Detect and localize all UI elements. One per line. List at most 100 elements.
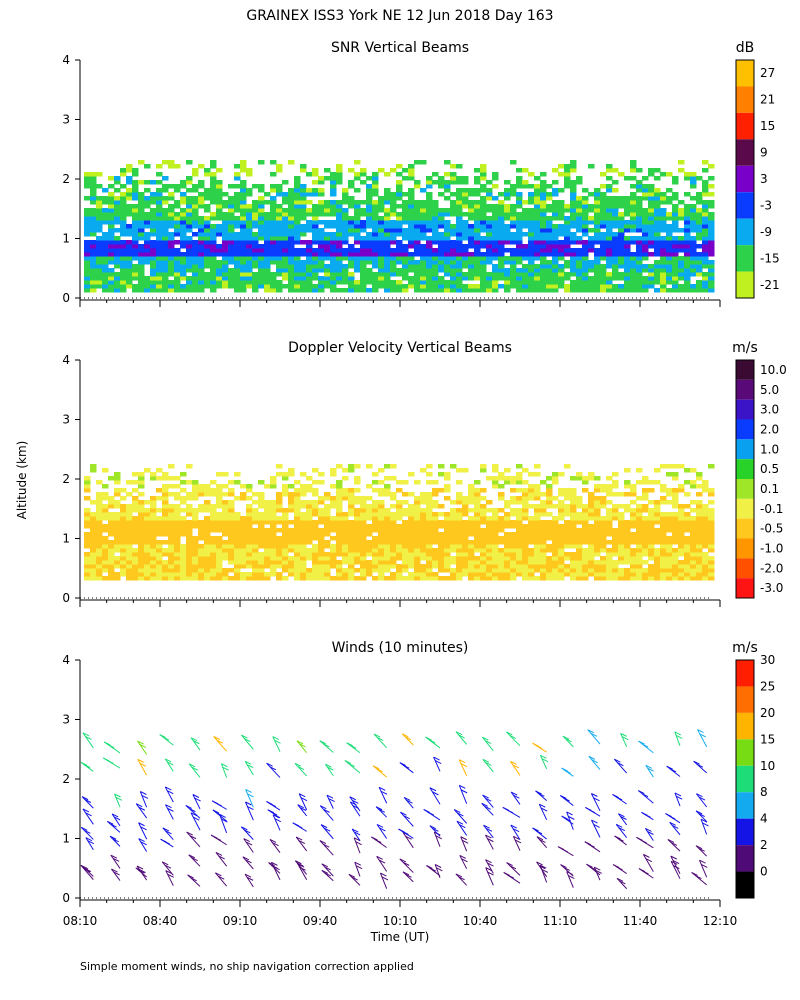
panel-1-cell <box>84 552 91 557</box>
panel-1-cell <box>612 544 619 549</box>
panel-0-cell <box>240 260 247 265</box>
panel-1-cell <box>582 504 589 509</box>
panel-0-cell <box>486 248 493 253</box>
panel-0-cell <box>558 212 565 217</box>
panel-1-cell <box>270 508 277 513</box>
panel-0-cell <box>360 280 367 285</box>
panel-1-cell <box>210 568 217 573</box>
panel-1-cell <box>510 496 517 501</box>
panel-1-cell <box>420 552 427 557</box>
panel-0-cell <box>204 168 211 173</box>
panel-1-cell <box>426 508 433 513</box>
panel-1-cell <box>624 540 631 545</box>
panel-0-cell <box>198 284 205 289</box>
panel-0-cell <box>372 188 379 193</box>
panel-0-cell <box>642 240 649 245</box>
panel-0-cell <box>198 268 205 273</box>
panel-0-cell <box>552 180 559 185</box>
panel-0-cell <box>264 228 271 233</box>
panel-0-cell <box>708 220 715 225</box>
panel-1-cell <box>360 524 367 529</box>
panel-0-cell <box>516 244 523 249</box>
panel-0-cell <box>240 208 247 213</box>
panel-1-cell <box>342 536 349 541</box>
panel-1-cell <box>120 564 127 569</box>
panel-0-cell <box>276 220 283 225</box>
panel-0-cell <box>618 232 625 237</box>
panel-0-cell <box>498 200 505 205</box>
panel-1-cell <box>300 544 307 549</box>
panel-0-cell <box>162 256 169 261</box>
panel-0-cell <box>516 288 523 293</box>
panel-1-cell <box>144 572 151 577</box>
panel-0-cell <box>516 216 523 221</box>
panel-0-cell <box>168 268 175 273</box>
panel-0-cell <box>528 196 535 201</box>
panel-0-cell <box>462 228 469 233</box>
panel-0-cell <box>240 216 247 221</box>
panel-0-cell <box>390 268 397 273</box>
panel-1-cell <box>678 548 685 553</box>
panel-0-cell <box>114 240 121 245</box>
panel-0-cell <box>576 224 583 229</box>
panel-1-cell <box>474 548 481 553</box>
panel-0-cell <box>504 228 511 233</box>
panel-1-cell <box>288 492 295 497</box>
panel-0-cell <box>372 232 379 237</box>
panel-1-cell <box>468 484 475 489</box>
panel-1-cell <box>420 516 427 521</box>
panel-0-cell <box>390 236 397 241</box>
panel-0-cell <box>606 216 613 221</box>
panel-1-cell <box>312 572 319 577</box>
panel-1-cell <box>348 520 355 525</box>
panel-0-cell <box>552 236 559 241</box>
panel-0-cell <box>156 236 163 241</box>
panel-1-cell <box>168 544 175 549</box>
panel-1-cell <box>468 516 475 521</box>
panel-1-cell <box>132 576 139 581</box>
panel-0-cell <box>192 224 199 229</box>
panel-0-cell <box>354 212 361 217</box>
panel-0-cell <box>138 288 145 293</box>
panel-0-cell <box>600 184 607 189</box>
panel-0-cell <box>696 176 703 181</box>
panel-1-cell <box>426 556 433 561</box>
panel-1-cell <box>246 520 253 525</box>
panel-1-cell <box>234 496 241 501</box>
panel-1-cell <box>468 532 475 537</box>
panel-1-cell <box>672 548 679 553</box>
panel-1-cell <box>288 556 295 561</box>
panel-1-cell <box>702 560 709 565</box>
panel-1-cell <box>108 576 115 581</box>
panel-1-cell <box>276 504 283 509</box>
panel-1-cell <box>210 556 217 561</box>
panel-0-cell <box>426 192 433 197</box>
panel-1-cell <box>606 512 613 517</box>
panel-0-cell <box>204 208 211 213</box>
panel-0-cell <box>408 204 415 209</box>
panel-0-cell <box>522 264 529 269</box>
panel-0-cell <box>126 168 133 173</box>
panel-1-cell <box>612 532 619 537</box>
panel-0-cell <box>528 240 535 245</box>
wind-barb <box>80 865 94 880</box>
panel-1-cell <box>618 572 625 577</box>
panel-0-cell <box>546 184 553 189</box>
panel-0-cell <box>180 252 187 257</box>
panel-0-cell <box>546 272 553 277</box>
panel-0-cell <box>444 212 451 217</box>
panel-1-cell <box>198 520 205 525</box>
panel-1-cell <box>204 548 211 553</box>
panel-1-cell <box>630 572 637 577</box>
panel-0-cell <box>444 264 451 269</box>
panel-0-cell <box>102 272 109 277</box>
panel-0-cell <box>468 200 475 205</box>
panel-1-cell <box>528 552 535 557</box>
panel-0-cell <box>480 220 487 225</box>
panel-0-cell <box>696 220 703 225</box>
panel-1-cell <box>270 536 277 541</box>
panel-0-cell <box>282 256 289 261</box>
panel-0-cell <box>360 200 367 205</box>
panel-0-cell <box>372 240 379 245</box>
panel-0-cell <box>594 232 601 237</box>
